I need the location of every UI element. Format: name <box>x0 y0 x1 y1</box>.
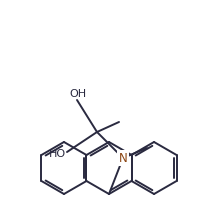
Text: N: N <box>119 152 127 165</box>
Text: HO: HO <box>49 149 66 159</box>
Text: OH: OH <box>69 89 87 99</box>
